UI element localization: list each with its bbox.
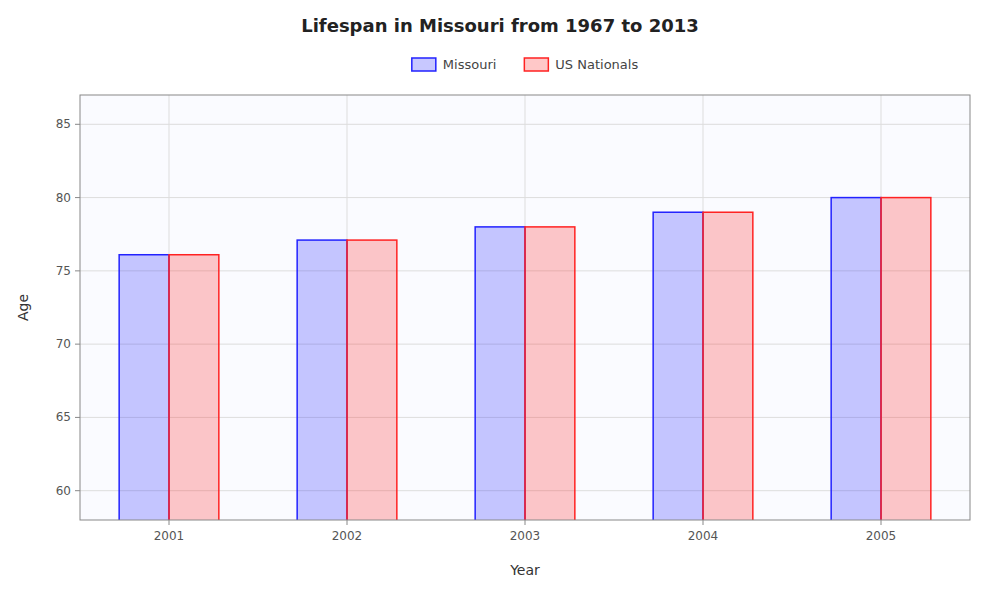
bar bbox=[475, 227, 525, 520]
bar bbox=[297, 240, 347, 520]
chart: Lifespan in Missouri from 1967 to 2013 60… bbox=[0, 0, 1000, 600]
bar bbox=[525, 227, 575, 520]
bar bbox=[347, 240, 397, 520]
bars bbox=[119, 198, 931, 520]
x-tick bbox=[347, 520, 348, 525]
x-tick-label: 2005 bbox=[866, 529, 897, 543]
bar bbox=[881, 198, 931, 520]
bar bbox=[831, 198, 881, 520]
legend-item: US Nationals bbox=[524, 57, 638, 72]
title: Lifespan in Missouri from 1967 to 2013 bbox=[301, 15, 699, 36]
plot-frame bbox=[80, 95, 970, 520]
bar bbox=[703, 212, 753, 520]
x-tick-label: 2002 bbox=[332, 529, 363, 543]
x-tick bbox=[881, 520, 882, 525]
y-tick-label: 65 bbox=[56, 410, 71, 424]
y-tick-label: 80 bbox=[56, 191, 71, 205]
x-axis-label: Year bbox=[509, 562, 540, 578]
y-tick bbox=[75, 417, 80, 418]
x-tick bbox=[169, 520, 170, 525]
legend-item: Missouri bbox=[412, 57, 497, 72]
y-tick bbox=[75, 270, 80, 271]
y-axis-label: Age bbox=[15, 294, 31, 321]
legend-label: Missouri bbox=[443, 57, 497, 72]
x-tick bbox=[525, 520, 526, 525]
x-tick bbox=[703, 520, 704, 525]
legend-label: US Nationals bbox=[555, 57, 638, 72]
legend-swatch bbox=[524, 58, 548, 71]
y-tick bbox=[75, 124, 80, 125]
y-tick bbox=[75, 197, 80, 198]
bar bbox=[119, 255, 169, 520]
y-tick-label: 85 bbox=[56, 117, 71, 131]
bar bbox=[169, 255, 219, 520]
y-tick-label: 60 bbox=[56, 484, 71, 498]
y-tick bbox=[75, 490, 80, 491]
y-tick bbox=[75, 344, 80, 345]
chart-container: Lifespan in Missouri from 1967 to 2013 60… bbox=[0, 0, 1000, 600]
x-tick-label: 2004 bbox=[688, 529, 719, 543]
x-tick-label: 2001 bbox=[154, 529, 185, 543]
y-tick-label: 75 bbox=[56, 264, 71, 278]
y-tick-label: 70 bbox=[56, 337, 71, 351]
legend: Missouri US Nationals bbox=[412, 57, 639, 72]
bar bbox=[653, 212, 703, 520]
x-tick-label: 2003 bbox=[510, 529, 541, 543]
legend-swatch bbox=[412, 58, 436, 71]
